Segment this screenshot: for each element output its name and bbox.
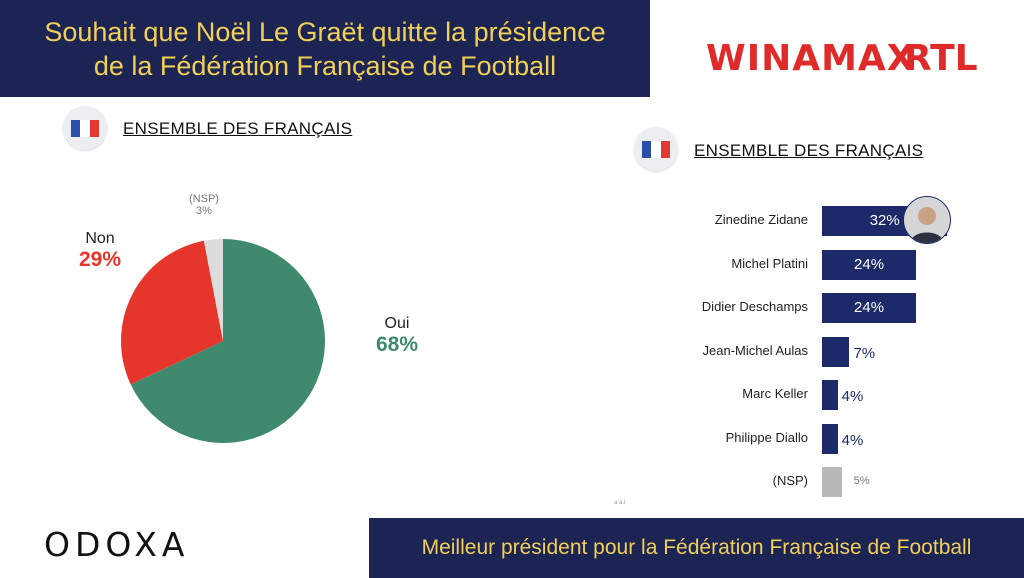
page-title: Souhait que Noël Le Graët quitte la prés…: [44, 15, 605, 83]
bar-category-label: Marc Keller: [742, 386, 808, 401]
bar-value-label: 4%: [841, 431, 864, 449]
pie-label-non-name: Non: [85, 230, 115, 247]
bar-value-label: 32%: [869, 212, 900, 229]
bar-value-label: 5%: [853, 475, 870, 487]
bar-category-label: (NSP): [772, 473, 808, 488]
pie-label-non: Non 29%: [72, 230, 128, 272]
bar-category-label: Philippe Diallo: [725, 429, 808, 445]
pie-svg: [121, 239, 325, 443]
pie-label-nsp-name: (NSP): [189, 193, 219, 205]
page-title-line1: Souhait que Noël Le Graët quitte la prés…: [44, 16, 606, 47]
pie-slice-oui: [130, 239, 325, 443]
bar-value-label: 4%: [841, 388, 864, 405]
winamax-logo: WINAMAX: [706, 38, 916, 79]
odoxa-logo: ODOXA: [44, 525, 190, 564]
tiny-mark: a a.l: [614, 500, 626, 506]
page-title-line2: de la Fédération Française de Football: [93, 50, 557, 81]
france-flag-icon: [63, 106, 107, 150]
bar-value-label: 24%: [854, 255, 885, 273]
bar-category-label: Jean-Michel Aulas: [702, 342, 809, 358]
bar-value-label: 24%: [854, 299, 885, 316]
bar: [822, 380, 838, 410]
bar: [822, 336, 850, 367]
bar-value-label: 7%: [853, 344, 876, 362]
left-section-title: ENSEMBLE DES FRANÇAIS: [123, 119, 353, 138]
bar-category-label: Zinedine Zidane: [714, 212, 808, 227]
rtl-logo: RTL: [904, 38, 978, 79]
pie-slice-nsp: [203, 239, 223, 341]
footer-caption: Meilleur président pour la Fédération Fr…: [421, 536, 972, 559]
bar: [822, 423, 838, 454]
france-flag-icon-right: [634, 127, 678, 171]
pie-label-nsp-value: 3%: [196, 205, 212, 217]
bar: [822, 467, 842, 497]
pie-label-oui-name: Oui: [384, 315, 410, 332]
pie-label-non-value: 29%: [78, 248, 122, 271]
zidane-avatar: [903, 196, 951, 244]
pie-label-nsp: (NSP) 3%: [180, 193, 228, 217]
footer-banner: Meilleur président pour la Fédération Fr…: [369, 518, 1024, 578]
bar-category-label: Didier Deschamps: [701, 299, 808, 314]
pie-label-oui: Oui 68%: [368, 315, 426, 357]
bar: [822, 293, 917, 323]
bar-category-label: Michel Platini: [731, 255, 808, 271]
pie-chart: [120, 238, 326, 449]
bar: [822, 249, 917, 280]
pie-label-oui-value: 68%: [375, 333, 419, 356]
bar-chart: Zinedine Zidane 32% Michel Platini 24% Didie…: [640, 195, 1024, 515]
pie-slice-non: [121, 240, 223, 385]
right-section-title: ENSEMBLE DES FRANÇAIS: [694, 141, 924, 160]
title-banner: Souhait que Noël Le Graët quitte la prés…: [0, 0, 650, 97]
